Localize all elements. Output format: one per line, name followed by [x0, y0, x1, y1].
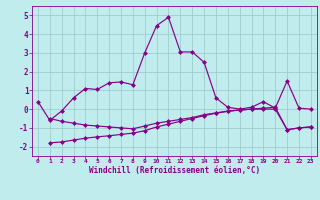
X-axis label: Windchill (Refroidissement éolien,°C): Windchill (Refroidissement éolien,°C): [89, 166, 260, 175]
